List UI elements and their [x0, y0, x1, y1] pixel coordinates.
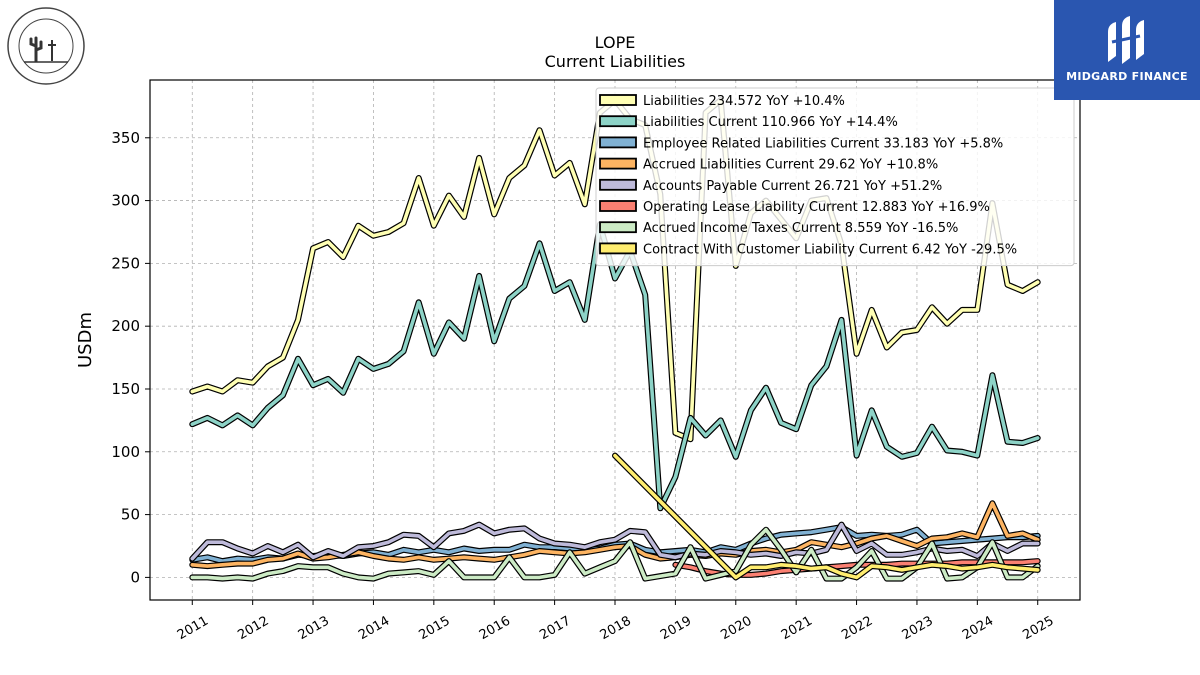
- x-tick-label: 2023: [900, 614, 936, 644]
- series-line: [189, 221, 1041, 512]
- series-line: [189, 526, 1041, 582]
- legend-swatch: [599, 178, 637, 191]
- university-seal-logo: [6, 6, 86, 86]
- series-line-stroke: [190, 222, 1040, 511]
- legend-entry: Liabilities 234.572 YoY +10.4%: [643, 94, 845, 109]
- legend-entry: Liabilities Current 110.966 YoY +14.4%: [643, 115, 898, 130]
- x-tick-label: 2019: [658, 614, 694, 644]
- series-line-stroke: [190, 501, 1040, 568]
- y-tick-label: 50: [121, 506, 140, 524]
- legend-entry: Employee Related Liabilities Current 33.…: [643, 136, 1003, 151]
- y-tick-label: 250: [111, 254, 140, 272]
- legend-entry: Accrued Liabilities Current 29.62 YoY +1…: [643, 158, 938, 173]
- x-tick-label: 2015: [417, 614, 453, 644]
- legend-entry: Accrued Income Taxes Current 8.559 YoY -…: [643, 221, 958, 236]
- y-tick-label: 100: [111, 443, 140, 461]
- x-tick-label: 2016: [477, 614, 513, 644]
- x-tick-label: 2022: [839, 614, 875, 644]
- series-line-stroke: [613, 453, 1040, 580]
- y-tick-label: 350: [111, 129, 140, 147]
- y-tick-label: 300: [111, 192, 140, 210]
- legend-entry: Contract With Customer Liability Current…: [643, 242, 1017, 257]
- legend: Liabilities 234.572 YoY +10.4% Liabilitie…: [595, 87, 1075, 267]
- y-axis-label: USDm: [75, 312, 96, 368]
- legend-swatch: [599, 115, 637, 128]
- legend-swatch: [599, 200, 637, 212]
- chart-subtitle: Current Liabilities: [545, 52, 686, 71]
- x-tick-label: 2020: [718, 614, 754, 644]
- series-line: [189, 500, 1041, 570]
- x-tick-label: 2024: [960, 614, 996, 644]
- legend-box: [595, 87, 1075, 267]
- x-tick-label: 2025: [1020, 614, 1056, 644]
- x-tick-label: 2018: [598, 614, 634, 644]
- legend-swatch: [599, 94, 637, 106]
- midgard-logo-icon: [1108, 16, 1144, 64]
- chart-title: LOPE: [595, 33, 636, 52]
- x-tick-label: 2017: [537, 614, 573, 644]
- x-tick-label: 2021: [779, 614, 815, 644]
- legend-swatch: [599, 242, 637, 255]
- series-line: [189, 521, 1041, 562]
- x-tick-label: 2011: [175, 614, 211, 644]
- series-line: [612, 452, 1041, 581]
- series-line-stroke: [190, 522, 1040, 561]
- legend-entry: Operating Lease Liability Current 12.883…: [643, 200, 990, 215]
- legend-swatch: [599, 221, 637, 234]
- x-tick-label: 2012: [235, 614, 271, 644]
- x-tick-label: 2013: [296, 614, 332, 644]
- legend-entry: Accounts Payable Current 26.721 YoY +51.…: [643, 179, 942, 194]
- y-tick-label: 150: [111, 380, 140, 398]
- series-line-stroke: [190, 527, 1040, 581]
- legend-swatch: [599, 157, 637, 170]
- x-tick-label: 2014: [356, 614, 392, 644]
- y-tick-label: 0: [130, 568, 140, 586]
- y-tick-label: 200: [111, 317, 140, 335]
- legend-swatch: [599, 136, 637, 149]
- midgard-finance-logo: MIDGARD FINANCE: [1054, 0, 1200, 100]
- brand-name: MIDGARD FINANCE: [1066, 70, 1188, 83]
